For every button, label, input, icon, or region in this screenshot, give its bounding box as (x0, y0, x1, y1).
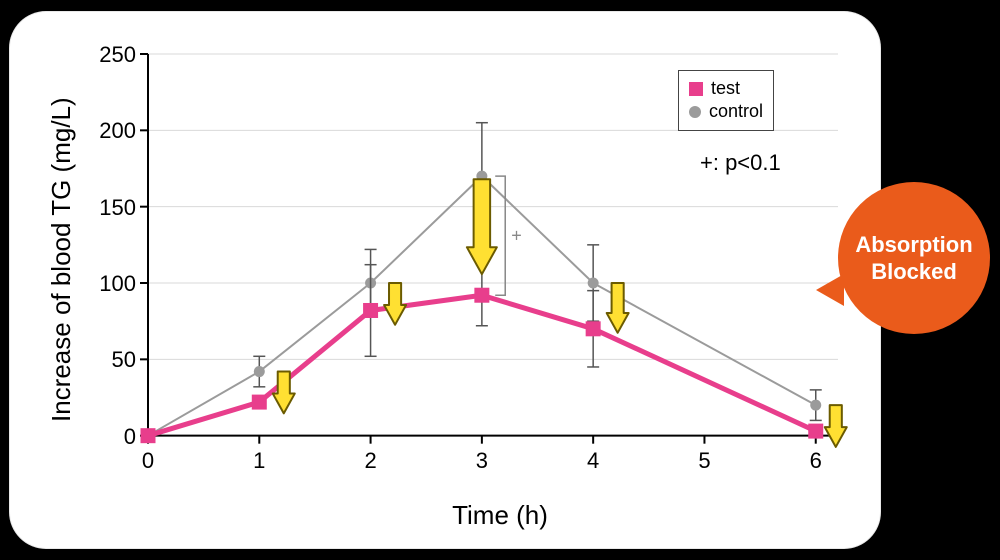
x-tick-label: 5 (694, 448, 714, 474)
y-tick-label: 150 (76, 195, 136, 221)
callout-tail-icon (816, 274, 844, 306)
y-tick-label: 250 (76, 42, 136, 68)
legend: testcontrol (678, 70, 774, 131)
y-tick-label: 200 (76, 118, 136, 144)
y-axis-label: Increase of blood TG (mg/L) (46, 97, 77, 422)
x-axis-label: Time (h) (410, 500, 590, 531)
x-tick-label: 0 (138, 448, 158, 474)
x-tick-label: 1 (249, 448, 269, 474)
y-tick-label: 100 (76, 271, 136, 297)
y-tick-label: 0 (76, 424, 136, 450)
y-tick-label: 50 (76, 347, 136, 373)
x-tick-label: 6 (806, 448, 826, 474)
chart-card: + Increase of blood TG (mg/L) Time (h) t… (10, 12, 880, 548)
svg-text:+: + (511, 226, 522, 246)
legend-circle-icon (689, 106, 701, 118)
chart-container: + Increase of blood TG (mg/L) Time (h) t… (10, 12, 880, 548)
x-tick-label: 4 (583, 448, 603, 474)
absorption-blocked-callout: Absorption Blocked (838, 182, 990, 334)
callout-line2: Blocked (871, 259, 957, 284)
legend-square-icon (689, 82, 703, 96)
callout-line1: Absorption (855, 232, 972, 257)
legend-item: test (689, 77, 763, 100)
callout-text: Absorption Blocked (855, 231, 972, 286)
legend-label: test (711, 77, 740, 100)
p-value-note: +: p<0.1 (700, 150, 781, 176)
legend-item: control (689, 100, 763, 123)
x-tick-label: 3 (472, 448, 492, 474)
legend-label: control (709, 100, 763, 123)
x-tick-label: 2 (361, 448, 381, 474)
